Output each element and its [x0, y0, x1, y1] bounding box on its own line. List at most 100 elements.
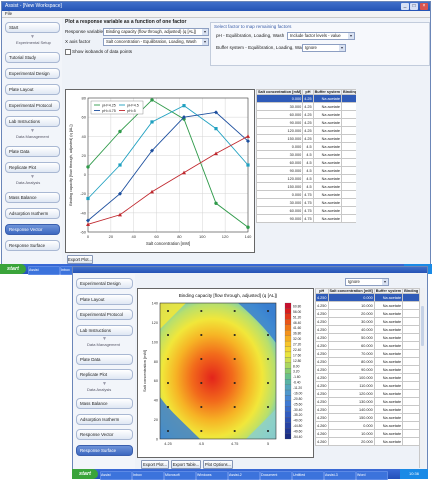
y-tick-label: 100 — [152, 340, 158, 344]
nav-experimental-protocol-button[interactable]: Experimental Protocol — [76, 309, 133, 320]
nav-plate-data-button[interactable]: Plate Data — [76, 353, 133, 365]
buffer-select[interactable]: Ignore ▾ — [302, 44, 346, 52]
nav-experimental-protocol-button[interactable]: Experimental Protocol — [5, 100, 60, 111]
nav-replicate-plot-button[interactable]: Replicate Plot — [5, 162, 60, 173]
start-button[interactable]: start — [0, 264, 26, 274]
window-title-bar[interactable]: Assist - [New Workspace] _ □ × — [2, 2, 430, 11]
taskbar-item-assist-2[interactable]: Assist-2 — [228, 470, 260, 480]
table-cell: Na acetate — [373, 301, 404, 310]
plot-options-button[interactable]: Plot Options... — [203, 460, 233, 469]
export-plot-button[interactable]: Export Plot... — [141, 460, 169, 469]
nav-response-vector-button[interactable]: Response Vector — [5, 224, 60, 235]
nav-mass-balance-button[interactable]: Mass Balance — [5, 192, 60, 203]
taskbar-item-assist[interactable]: Assist — [28, 265, 60, 275]
nav-replicate-plot-button[interactable]: Replicate Plot — [76, 369, 133, 380]
window2-title-bar[interactable] — [73, 267, 427, 273]
menu-file[interactable]: File — [5, 11, 13, 16]
taskbar-item-untitled[interactable]: Untitled — [292, 470, 324, 480]
table-cell: Na acetate — [373, 293, 404, 302]
column-header[interactable]: Buffer system — [373, 288, 404, 294]
maximize-icon[interactable]: □ — [410, 3, 418, 10]
nav-start-button[interactable]: Start — [5, 22, 60, 33]
table-cell: Na acetate — [373, 333, 404, 342]
isobands-checkbox[interactable] — [65, 49, 71, 55]
nav-adsorption-isotherm-button[interactable]: Adsorption Isotherm — [5, 208, 60, 219]
start-button-2[interactable]: start — [72, 469, 98, 479]
nav-plate-data-button[interactable]: Plate Data — [5, 146, 60, 157]
nav-response-vector-button[interactable]: Response Vector — [76, 429, 133, 440]
nav-plate-layout-button[interactable]: Plate Layout — [76, 293, 133, 305]
column-header[interactable]: Buffer system — [312, 89, 342, 95]
taskbar-item-inbox[interactable]: Inbox — [132, 470, 164, 480]
taskbar-item-assist[interactable]: Assist — [100, 470, 132, 480]
nav-adsorption-isotherm-button[interactable]: Adsorption Isotherm — [76, 413, 133, 425]
minimize-icon[interactable]: _ — [401, 3, 409, 10]
buffer-select-2[interactable]: Ignore ▾ — [345, 278, 389, 286]
taskbar-item-word[interactable]: Word — [356, 470, 388, 480]
export-plot-button[interactable]: Export Plot... — [67, 255, 93, 264]
column-header[interactable]: Binding capacity [flow through, adjusted… — [340, 89, 356, 95]
colorbar-swatch — [284, 302, 292, 309]
nav-response-surface-button[interactable]: Response Surface — [76, 444, 133, 456]
nav-experimental-design-button[interactable]: Experimental Design — [76, 278, 133, 289]
xfactor-select[interactable]: Salt concentration - Equilibration, Load… — [103, 38, 209, 46]
ph-select[interactable]: Include factor levels - value ▾ — [287, 32, 355, 40]
column-header[interactable]: Salt concentration [mM] — [256, 89, 304, 95]
nav-lab-instructions-button[interactable]: Lab Instructions — [5, 116, 60, 127]
close-icon[interactable]: × — [420, 3, 428, 10]
scrollbar-thumb[interactable] — [420, 306, 424, 346]
nav-plate-layout-button[interactable]: Plate Layout — [5, 84, 60, 95]
nav-tutorial-study-button[interactable]: Tutorial Study — [5, 52, 60, 63]
data-point — [246, 134, 250, 138]
taskbar-item-document[interactable]: Document — [260, 470, 292, 480]
export-table-button[interactable]: Export Table... — [171, 460, 201, 469]
taskbar-item-microsoft[interactable]: Microsoft — [164, 470, 196, 480]
nav-lab-instructions-button[interactable]: Lab Instructions — [76, 324, 133, 336]
nav-mass-balance-button[interactable]: Mass Balance — [76, 398, 133, 409]
nav-response-surface-button[interactable]: Response Surface — [5, 240, 60, 251]
response-select[interactable]: Binding capacity (flow through, adjusted… — [103, 28, 209, 36]
table-scrollbar[interactable] — [419, 288, 425, 468]
taskbar-item-windows[interactable]: Windows — [196, 470, 228, 480]
taskbar-item-assist-3[interactable]: Assist-3 — [324, 470, 356, 480]
nav-experimental-design-button[interactable]: Experimental Design — [5, 68, 60, 79]
flow-arrow-icon: ▼ — [30, 174, 35, 180]
column-header[interactable]: Salt concentration [mM] — [327, 288, 375, 294]
table-cell: Na acetate — [373, 325, 404, 334]
